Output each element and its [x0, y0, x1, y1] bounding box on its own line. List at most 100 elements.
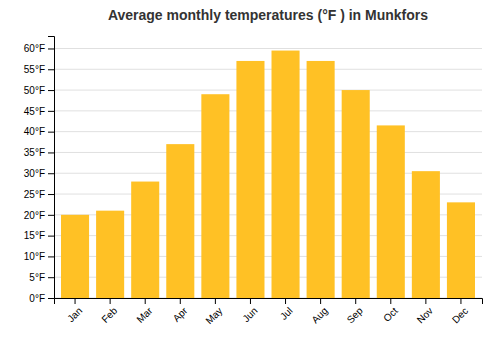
y-tick: 40°F: [24, 126, 54, 137]
y-tick-label: 20°F: [24, 210, 45, 221]
x-tick-label: Feb: [99, 305, 119, 325]
y-tick: 10°F: [24, 251, 54, 262]
x-tick: Feb: [99, 298, 119, 325]
x-tick-mark: [215, 298, 216, 304]
bar: [412, 171, 440, 298]
bar: [342, 90, 370, 298]
plot: 0°F 5°F 10°F 15°F 20°F 25°F 30°F 35°F 40°F 45°F 50…: [24, 37, 483, 327]
title: Average monthly temperatures (°F ) in Mu…: [108, 7, 428, 23]
x-tick: Jul: [278, 298, 295, 322]
x-tick-mark: [110, 298, 111, 304]
y-tick-mark: [48, 132, 54, 133]
y-tick-label: 5°F: [29, 272, 45, 283]
bars: [61, 51, 475, 298]
y-tick-mark: [48, 298, 54, 299]
y-tick: 50°F: [24, 85, 54, 96]
grid-line: [54, 48, 482, 49]
y-tick: 15°F: [24, 230, 54, 241]
y-tick-mark: [48, 256, 54, 257]
grid-line: [54, 90, 482, 91]
bar: [447, 202, 475, 298]
bar: [131, 182, 159, 298]
x-tick-label: Oct: [381, 305, 400, 324]
y-tick: 20°F: [24, 210, 54, 221]
x-tick-label: Aug: [309, 305, 329, 325]
x-tick: Jan: [65, 298, 84, 324]
y-tick-label: 25°F: [24, 189, 45, 200]
y-tick-label: 50°F: [24, 85, 45, 96]
x-tick-mark: [355, 298, 356, 304]
bar: [201, 94, 229, 298]
x-tick-mark: [285, 298, 286, 304]
y-tick: 30°F: [24, 168, 54, 179]
y-tick-label: 55°F: [24, 64, 45, 75]
x-tick-label: Jan: [65, 305, 84, 324]
y-tick-mark: [48, 277, 54, 278]
x-tick: Dec: [450, 298, 470, 325]
x-tick-label: Dec: [450, 305, 470, 325]
x-tick-label: Apr: [171, 305, 190, 324]
bar: [166, 144, 194, 298]
y-tick-mark: [48, 111, 54, 112]
x-tick: Aug: [309, 298, 329, 325]
x-tick-label: Jul: [278, 305, 295, 322]
x-tick-mark: [425, 298, 426, 304]
grid-line: [54, 152, 482, 153]
x-tick-label: Nov: [415, 305, 435, 325]
x-tick-label: Jun: [240, 305, 259, 324]
x-tick: Oct: [381, 298, 400, 324]
x-tick: Sep: [345, 298, 366, 325]
x-tick: May: [203, 298, 224, 326]
x-tick-mark: [75, 298, 76, 304]
grid-line: [54, 110, 482, 111]
y-tick-mark: [48, 215, 54, 216]
chart: Average monthly temperatures (°F ) in Mu…: [0, 0, 500, 350]
y-tick-label: 15°F: [24, 230, 45, 241]
y-tick-label: 0°F: [29, 293, 45, 304]
x-tick-mark: [145, 298, 146, 304]
x-tick-label: Sep: [345, 305, 366, 326]
y-tick-label: 40°F: [24, 126, 45, 137]
y-tick: 0°F: [29, 293, 54, 304]
y-tick-mark: [48, 152, 54, 153]
x-tick: Jun: [240, 298, 259, 324]
x-tick-mark: [320, 298, 321, 304]
x-tick-label: Mar: [134, 305, 154, 325]
y-tick: 55°F: [24, 64, 54, 75]
x-tick: Mar: [134, 298, 154, 325]
y-tick-mark: [48, 90, 54, 91]
x-axis-line: [55, 299, 483, 305]
bar: [272, 51, 300, 298]
bar: [96, 211, 124, 298]
y-tick-mark: [48, 48, 54, 49]
x-tick-mark: [180, 298, 181, 304]
y-tick: 35°F: [24, 147, 54, 158]
y-tick-mark: [48, 236, 54, 237]
x-tick-label: May: [203, 305, 224, 326]
grid-line: [54, 69, 482, 70]
y-axis: 0°F 5°F 10°F 15°F 20°F 25°F 30°F 35°F 40°F 45°F 50…: [24, 37, 55, 304]
bar: [236, 61, 264, 298]
y-tick-label: 30°F: [24, 168, 45, 179]
y-tick-label: 10°F: [24, 251, 45, 262]
x-tick: Nov: [415, 298, 435, 325]
bar: [307, 61, 335, 298]
y-tick-mark: [48, 173, 54, 174]
y-tick: 5°F: [29, 272, 54, 283]
bar: [377, 125, 405, 298]
grid-line: [54, 131, 482, 132]
x-tick-mark: [250, 298, 251, 304]
x-tick-mark: [390, 298, 391, 304]
bar: [61, 215, 89, 298]
y-tick: 25°F: [24, 189, 54, 200]
y-tick: 45°F: [24, 106, 54, 117]
y-axis-line: [48, 37, 55, 299]
x-tick: Apr: [171, 298, 190, 324]
x-axis: Jan Feb Mar Apr May Jun Jul Aug Sep Oct Nov Dec: [55, 298, 483, 326]
y-tick-label: 60°F: [24, 43, 45, 54]
y-tick-label: 35°F: [24, 147, 45, 158]
y-tick: 60°F: [24, 43, 54, 54]
x-tick-mark: [460, 298, 461, 304]
y-tick-label: 45°F: [24, 106, 45, 117]
y-tick-mark: [48, 69, 54, 70]
